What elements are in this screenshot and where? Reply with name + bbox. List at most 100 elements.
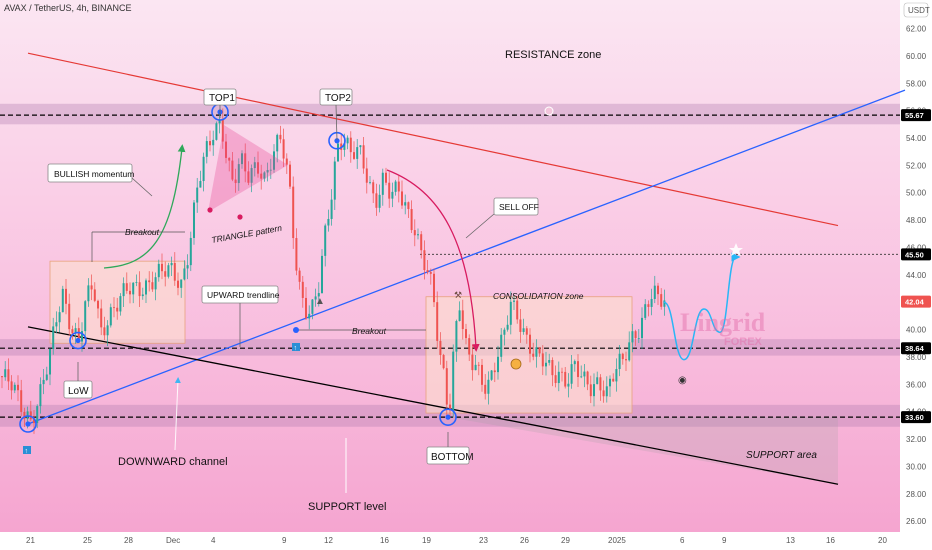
candle-body <box>634 331 637 339</box>
candle-body <box>266 170 269 173</box>
candle-body <box>426 270 429 273</box>
candle-body <box>292 186 295 239</box>
candle-body <box>535 347 538 357</box>
candle-body <box>205 141 208 157</box>
triangle-dot-1 <box>207 207 213 213</box>
bullish-momentum-box <box>47 163 133 183</box>
candle-body <box>116 307 119 312</box>
candle-body <box>538 347 541 354</box>
candle-body <box>525 328 528 335</box>
candle-body <box>458 310 461 322</box>
x-tick-label: 9 <box>722 536 727 545</box>
y-tick-label: 60.00 <box>906 52 927 61</box>
top2-label: TOP2 <box>325 93 351 104</box>
currency-badge[interactable] <box>903 2 929 18</box>
candle-body <box>394 181 397 192</box>
downward-trendline <box>27 326 839 485</box>
candle-body <box>583 371 586 377</box>
candle-body <box>273 151 275 170</box>
resistance-trendline <box>27 52 839 227</box>
candle-body <box>548 360 551 363</box>
candle-body <box>125 283 128 291</box>
brand-logo: Lingrid <box>680 308 766 337</box>
bullish-momentum-arrow <box>103 144 186 269</box>
candle-body <box>516 300 519 320</box>
price-axis-background <box>900 0 932 532</box>
candle-body <box>4 369 7 378</box>
support-level-label: SUPPORT level <box>308 501 386 513</box>
candle-body <box>23 411 26 419</box>
candle-body <box>215 123 218 140</box>
candle-body <box>161 263 163 272</box>
candle-body <box>353 152 355 159</box>
candle-body <box>61 288 64 313</box>
up-marker-2-glyph: ↑ <box>294 345 298 352</box>
candle-body <box>650 298 653 307</box>
candle-body <box>97 300 99 309</box>
candle-body <box>554 375 557 384</box>
candle-body <box>157 263 160 278</box>
candle-body <box>145 280 147 295</box>
candle-body <box>311 299 314 314</box>
candle-body <box>65 288 67 304</box>
candle-body <box>410 209 413 231</box>
candle-body <box>234 179 237 184</box>
candle-body <box>317 293 320 297</box>
candle-body <box>81 331 83 342</box>
candle-body <box>193 202 195 238</box>
candle-body <box>218 119 221 124</box>
candle-body <box>586 371 589 385</box>
candle-body <box>135 282 138 284</box>
candle-body <box>397 181 400 192</box>
candle-body <box>513 300 515 302</box>
candle-body <box>522 328 525 332</box>
candle-body <box>212 139 215 146</box>
candle-body <box>55 322 58 327</box>
candle-body <box>119 296 122 312</box>
x-tick-label: 28 <box>124 536 133 545</box>
candle-body <box>593 384 595 397</box>
x-tick-label: 6 <box>680 536 685 545</box>
low-marker-dot <box>75 337 81 344</box>
candle-body <box>631 331 634 343</box>
candle-body <box>103 327 106 336</box>
candle-body <box>557 371 560 384</box>
candle-body <box>605 386 608 397</box>
candle-body <box>468 338 471 355</box>
candle-body <box>599 377 602 391</box>
sell-off-arrow <box>386 169 480 352</box>
candle-body <box>519 319 522 332</box>
x-tick-label: 19 <box>422 536 431 545</box>
candle-body <box>314 296 317 300</box>
up-marker-2 <box>292 343 300 351</box>
brand-logo-sub: FOREX <box>724 336 763 348</box>
y-tick-label: 36.00 <box>906 380 927 389</box>
price-label: 38.64 <box>905 344 925 353</box>
target-star-icon <box>729 243 743 256</box>
candle-body <box>618 353 621 370</box>
y-tick-label: 52.00 <box>906 161 927 170</box>
candle-body <box>644 304 647 318</box>
x-tick-label: 20 <box>878 536 887 545</box>
candle-body <box>657 285 659 295</box>
candle-body <box>346 137 349 144</box>
candle-body <box>285 158 288 165</box>
candle-body <box>321 255 323 294</box>
candle-body <box>151 282 154 290</box>
candle-body <box>477 364 480 366</box>
candle-body <box>33 419 35 424</box>
y-tick-label: 28.00 <box>906 490 927 499</box>
candle-body <box>276 134 279 152</box>
candle-body <box>423 250 426 271</box>
candle-body <box>330 199 333 219</box>
candle-body <box>580 376 583 378</box>
downward-channel-label: DOWNWARD channel <box>118 456 228 468</box>
candle-body <box>52 326 55 349</box>
candle-body <box>122 283 125 297</box>
candle-body <box>228 157 231 161</box>
consolidation-box <box>425 296 633 414</box>
candle-body <box>615 369 618 382</box>
candle-body <box>509 301 512 325</box>
price-label-box <box>901 248 931 261</box>
candle-body <box>20 390 23 412</box>
